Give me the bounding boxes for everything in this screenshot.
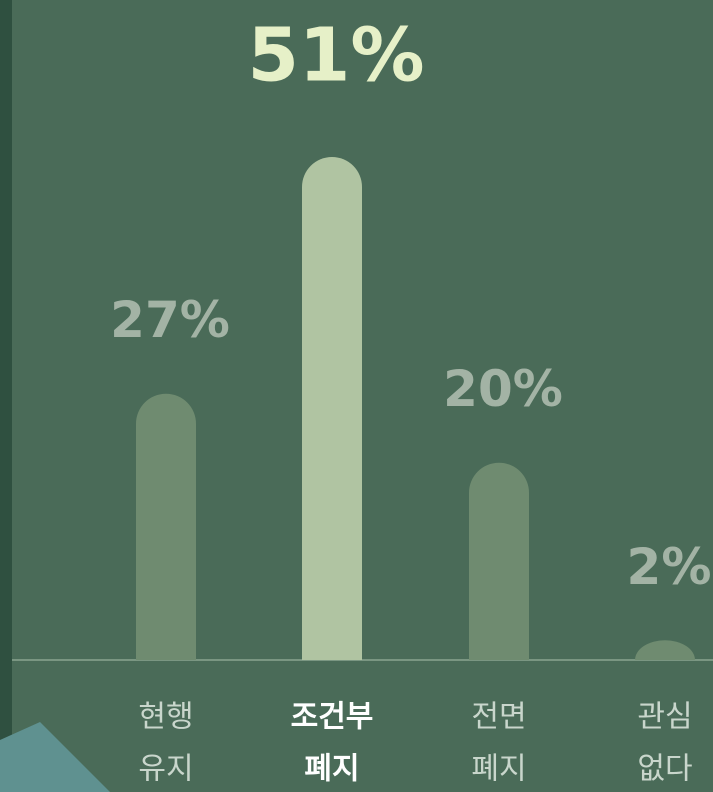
value-label: 20% [443,360,563,418]
bar [469,462,529,660]
bar [635,640,695,660]
category-label: 조건부 [291,700,374,735]
category-label: 관심 [637,700,692,735]
value-label: 2% [627,538,712,596]
value-label: 51% [247,13,424,99]
corner-shape [0,722,110,792]
left-strip [0,0,12,792]
category-label: 폐지 [471,752,526,787]
value-label: 27% [110,291,230,349]
category-label: 폐지 [304,752,359,787]
bar [136,393,196,660]
category-label: 현행 [138,700,193,735]
category-label: 없다 [637,752,692,787]
category-label: 유지 [138,752,193,787]
bar [302,157,362,660]
category-label: 전면 [471,700,526,735]
